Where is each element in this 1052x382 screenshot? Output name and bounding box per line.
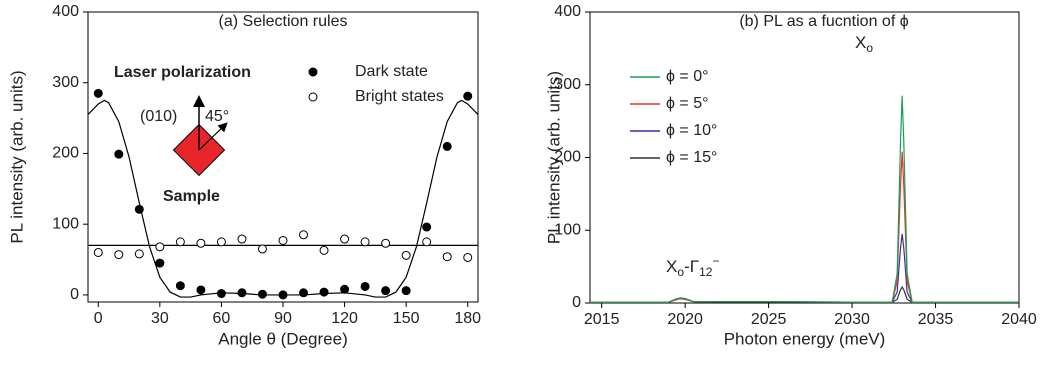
annotation-part: X	[666, 257, 677, 276]
data-point	[216, 237, 226, 247]
data-point	[360, 237, 370, 247]
data-point	[299, 230, 309, 240]
data-point	[381, 286, 391, 296]
y-tick-label: 200	[554, 149, 581, 166]
annotation-part: 12	[699, 265, 713, 279]
annotation-part: X	[855, 33, 866, 52]
chart-title: (b) PL as a fucntion of ϕ	[739, 13, 908, 30]
annotation-part: -Γ	[684, 257, 699, 276]
legend-label: ϕ = 5°	[666, 95, 709, 112]
y-tick-label: 100	[554, 221, 581, 238]
series-line	[590, 285, 1019, 303]
plot-frame	[87, 11, 479, 303]
legend-label: ϕ = 10°	[666, 122, 717, 139]
data-point	[216, 289, 226, 299]
data-point	[278, 235, 288, 245]
data-point	[134, 204, 144, 214]
y-tick-label: 400	[52, 3, 79, 20]
legend-label: ϕ = 0°	[666, 68, 709, 85]
data-point	[114, 250, 124, 260]
data-point	[442, 141, 452, 151]
x-tick-label: 2030	[834, 311, 870, 328]
x-tick-label: 60	[213, 310, 231, 327]
x-tick-label: 150	[393, 310, 420, 327]
x-tick-label: 2040	[1001, 311, 1037, 328]
data-point	[93, 88, 103, 98]
data-point	[134, 249, 144, 259]
x-axis-label: Angle θ (Degree)	[218, 329, 347, 348]
annotation: Xo	[855, 33, 873, 55]
data-point	[299, 288, 309, 298]
legend-label: Dark state	[355, 63, 428, 80]
y-axis-label: PL intensity (arb. units)	[7, 70, 26, 243]
data-point	[381, 238, 391, 248]
chart-title: (a) Selection rules	[219, 13, 348, 30]
annotation: Sample	[163, 188, 220, 205]
annotation-part: o	[866, 41, 873, 55]
y-tick-label: 300	[554, 76, 581, 93]
data-point	[175, 281, 185, 291]
data-point	[422, 222, 432, 232]
legend-marker	[308, 67, 318, 77]
data-point	[175, 237, 185, 247]
data-point	[340, 284, 350, 294]
y-tick-label: 0	[70, 286, 79, 303]
y-tick-label: 100	[52, 215, 79, 232]
x-tick-label: 30	[151, 310, 169, 327]
data-point	[463, 91, 473, 101]
x-tick-label: 120	[331, 310, 358, 327]
data-point	[237, 234, 247, 244]
legend-marker	[308, 92, 318, 102]
y-axis-label: PL intensity (arb. units)	[544, 71, 563, 244]
data-point	[422, 237, 432, 247]
x-axis-label: Photon energy (meV)	[724, 329, 886, 348]
x-tick-label: 180	[454, 310, 481, 327]
data-point	[319, 287, 329, 297]
annotation: Laser polarization	[114, 64, 251, 81]
annotation: (010)	[140, 108, 177, 125]
x-tick-label: 2035	[918, 311, 954, 328]
x-tick-label: 2020	[667, 311, 703, 328]
data-point	[340, 234, 350, 244]
data-point	[278, 290, 288, 300]
data-point	[196, 285, 206, 295]
fit-line	[87, 99, 479, 298]
data-point	[401, 250, 411, 260]
data-point	[155, 258, 165, 268]
data-point	[155, 242, 165, 252]
x-tick-label: 90	[274, 310, 292, 327]
series-line	[590, 95, 1019, 303]
data-point	[463, 252, 473, 262]
y-tick-label: 200	[52, 145, 79, 162]
legend-label: Bright states	[355, 88, 444, 105]
annotation-part: o	[677, 265, 684, 279]
x-tick-label: 2025	[751, 311, 787, 328]
data-point	[237, 288, 247, 298]
data-point	[360, 281, 370, 291]
data-point	[319, 245, 329, 255]
data-point	[257, 244, 267, 254]
data-point	[114, 149, 124, 159]
y-tick-label: 400	[554, 3, 581, 20]
series-line	[590, 151, 1019, 303]
data-point	[93, 247, 103, 257]
y-tick-label: 300	[52, 74, 79, 91]
data-point	[257, 289, 267, 299]
axis-arrow	[198, 122, 228, 151]
y-tick-label: 0	[572, 294, 581, 311]
annotation: 45°	[205, 108, 229, 125]
x-tick-label: 2015	[584, 311, 620, 328]
x-tick-label: 0	[94, 310, 103, 327]
annotation-part: −	[712, 254, 719, 268]
annotation: Xo-Γ12−	[666, 254, 719, 279]
series-line	[590, 233, 1019, 303]
data-point	[401, 286, 411, 296]
data-point	[442, 252, 452, 262]
legend-label: ϕ = 15°	[666, 149, 717, 166]
data-point	[196, 238, 206, 248]
